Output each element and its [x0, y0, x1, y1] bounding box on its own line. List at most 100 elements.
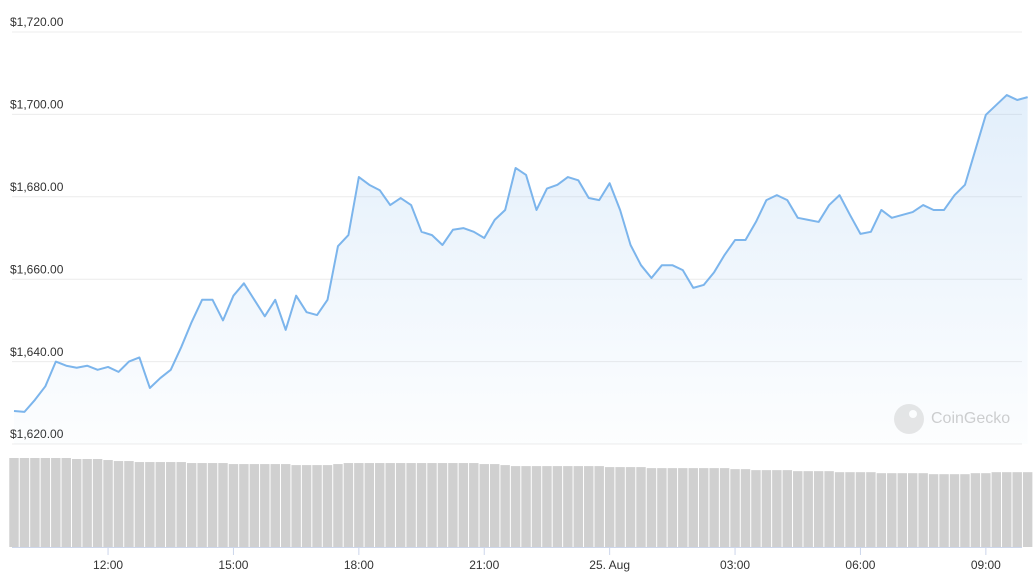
- x-tick-label: 06:00: [845, 558, 875, 572]
- volume-bar: [448, 463, 458, 547]
- volume-bar: [145, 462, 155, 547]
- volume-bar: [824, 471, 834, 547]
- volume-bar: [970, 473, 981, 547]
- volume-bar: [103, 460, 113, 547]
- x-tick-label: 15:00: [218, 558, 248, 572]
- volume-bar: [333, 464, 343, 547]
- x-tick-label: 09:00: [971, 558, 1001, 572]
- volume-bar: [19, 458, 30, 547]
- volume-bar: [834, 472, 845, 547]
- volume-bar: [197, 463, 207, 547]
- volume-bar: [364, 463, 375, 547]
- volume-bar: [761, 470, 772, 547]
- y-tick-label: $1,640.00: [10, 345, 64, 359]
- volume-bar: [239, 464, 249, 547]
- watermark-text: CoinGecko: [931, 410, 1010, 427]
- volume-bar: [730, 469, 740, 547]
- volume-bar: [249, 464, 260, 547]
- y-tick-label: $1,660.00: [10, 262, 64, 276]
- volume-bar: [646, 468, 657, 547]
- volume-bar: [657, 468, 667, 547]
- volume-bar: [469, 463, 479, 547]
- volume-bar: [9, 458, 19, 547]
- volume-bar: [845, 472, 855, 547]
- volume-bar: [61, 458, 71, 547]
- volume-bar: [228, 464, 239, 547]
- volume-bar: [437, 463, 448, 547]
- volume-bar: [500, 465, 510, 547]
- volume-bar: [30, 458, 40, 547]
- volume-bar: [594, 466, 604, 547]
- volume-bar: [740, 469, 751, 547]
- volume-bar: [918, 473, 928, 547]
- volume-bar: [793, 471, 803, 547]
- volume-bar: [291, 465, 301, 547]
- volume-bar: [991, 472, 1002, 547]
- volume-bar: [166, 462, 176, 547]
- volume-bar: [751, 470, 761, 547]
- volume-bar: [542, 466, 552, 547]
- x-tick-label: 12:00: [93, 558, 123, 572]
- volume-bar: [521, 466, 531, 547]
- volume-bar: [855, 472, 866, 547]
- volume-bar: [186, 463, 197, 547]
- volume-bar: [949, 474, 960, 547]
- volume-bar: [584, 466, 594, 547]
- y-tick-label: $1,720.00: [10, 15, 64, 29]
- volume-bar: [709, 468, 719, 547]
- volume-bar: [876, 473, 887, 547]
- watermark-logo-eye: [909, 410, 917, 418]
- volume-bar: [51, 458, 61, 547]
- volume-bar: [981, 473, 991, 547]
- volume-bar: [907, 473, 918, 547]
- volume-bar: [698, 468, 709, 547]
- volume-bar: [301, 465, 312, 547]
- volume-bar: [385, 463, 395, 547]
- x-tick-label: 18:00: [344, 558, 374, 572]
- volume-bar: [573, 466, 584, 547]
- volume-bar: [897, 473, 907, 547]
- volume-bar: [458, 463, 469, 547]
- volume-bar: [427, 463, 437, 547]
- volume-bar: [134, 462, 145, 547]
- volume-bar: [563, 466, 573, 547]
- volume-bar: [772, 470, 782, 547]
- volume-bar: [270, 464, 280, 547]
- volume-bar: [604, 467, 615, 547]
- volume-bar: [92, 459, 103, 547]
- volume-bar: [489, 464, 500, 547]
- volume-bar: [866, 472, 876, 547]
- volume-bar: [1012, 472, 1022, 547]
- volume-bar: [343, 463, 354, 547]
- watermark: CoinGecko: [894, 404, 1010, 434]
- volume-bar: [82, 459, 92, 547]
- volume-bar: [552, 466, 563, 547]
- volume-bar: [688, 468, 698, 547]
- volume-bar: [719, 468, 730, 547]
- volume-bar: [939, 474, 949, 547]
- volume-bar: [113, 461, 124, 547]
- price-line: [13, 94, 1028, 413]
- x-tick-label: 25. Aug: [589, 558, 630, 572]
- volume-bar: [218, 463, 228, 547]
- volume-bar: [395, 463, 406, 547]
- volume-bar: [887, 473, 897, 547]
- volume-bar: [124, 461, 134, 547]
- volume-bar: [71, 459, 82, 547]
- volume-bar: [782, 470, 793, 547]
- volume-bar: [615, 467, 625, 547]
- volume-bar: [1002, 472, 1012, 547]
- volume-bar: [928, 474, 939, 547]
- volume-bar: [960, 474, 970, 547]
- volume-bar: [1022, 472, 1033, 547]
- y-tick-label: $1,680.00: [10, 180, 64, 194]
- watermark-logo: [894, 404, 924, 434]
- volume-bar: [312, 465, 322, 547]
- volume-bar: [155, 462, 166, 547]
- volume-bar: [636, 467, 646, 547]
- volume-bar: [803, 471, 813, 547]
- volume-bar: [176, 462, 186, 547]
- volume-bar: [531, 466, 542, 547]
